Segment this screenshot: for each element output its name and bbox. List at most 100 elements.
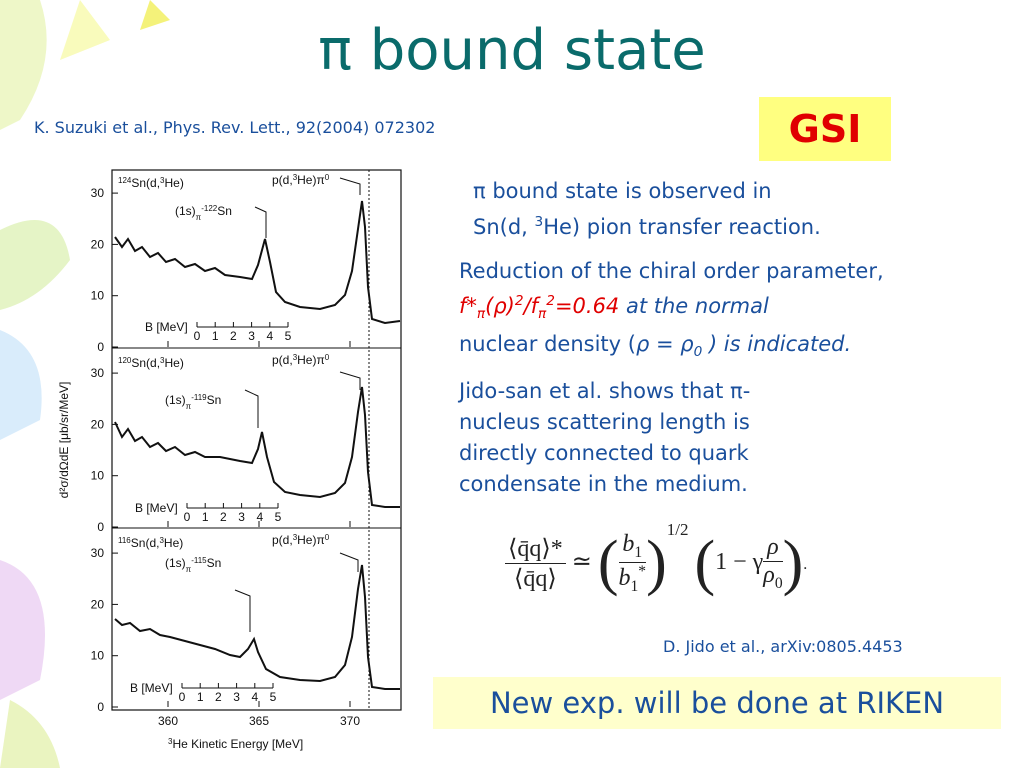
label-part: 0 (325, 173, 330, 182)
text: b (622, 531, 635, 558)
text: /f (523, 294, 539, 318)
b-label: B [MeV] (145, 320, 188, 334)
text: 3 (534, 214, 544, 230)
b-tick-label: 4 (251, 690, 258, 704)
text: Sn(d, (473, 215, 535, 239)
label-part: (1s) (165, 393, 186, 407)
text: ≃ (571, 549, 592, 575)
text: ( (485, 294, 494, 318)
label-part: 3 (293, 173, 298, 182)
text: 1/2 (666, 520, 689, 539)
text: 2 (546, 293, 555, 309)
x-tick-label: 365 (249, 714, 269, 728)
label-part: 3 (293, 353, 298, 362)
text: 1 (630, 577, 639, 595)
text: ⟨q̄q⟩ (514, 565, 557, 592)
text: π (476, 306, 486, 323)
label-part: 3 (293, 533, 298, 542)
formula: ⟨q̄q⟩* ⟨q̄q⟩ ≃ (b1 b1*)1/2 (1 − γ ρ ρ0). (505, 520, 807, 599)
b-tick-label: 0 (194, 329, 201, 343)
y-axis-label: d²σ/dΩdE [μb/sr/MeV] (57, 382, 71, 499)
y-tick-label: 10 (91, 649, 105, 663)
text: π bound state is observed in (473, 179, 772, 203)
b-tick-label: 3 (233, 690, 240, 704)
reference: K. Suzuki et al., Phys. Rev. Lett., 92(2… (34, 118, 436, 137)
paragraph-3: Jido-san et al. shows that π- nucleus sc… (459, 376, 750, 500)
text: Jido-san et al. shows that π- (459, 379, 751, 403)
b-tick-label: 0 (179, 690, 186, 704)
y-tick-label: 20 (91, 237, 105, 251)
text: 1 − γ (715, 549, 764, 575)
footer-note: New exp. will be done at RIKEN (433, 677, 1001, 729)
label-part: He) (165, 176, 184, 190)
b-tick-label: 2 (215, 690, 222, 704)
label-part: Sn (217, 204, 232, 218)
text: 2 (514, 293, 524, 309)
x-tick-label: 360 (158, 714, 178, 728)
y-tick-label: 30 (91, 366, 105, 380)
label-part: He)π (297, 353, 325, 367)
label-part: π (186, 565, 192, 574)
y-tick-label: 10 (91, 289, 105, 303)
label-part: He)π (297, 533, 325, 547)
title: π bound state (318, 18, 706, 83)
text: 0 (774, 574, 783, 592)
text: π (538, 306, 547, 323)
y-tick-label: 10 (91, 469, 105, 483)
label-part: p(d, (272, 533, 293, 547)
label: 116Sn(d,3He) (118, 536, 183, 551)
label: (1s)π-115Sn (165, 556, 221, 574)
y-tick-label: 0 (97, 700, 104, 714)
y-tick-label: 0 (97, 340, 104, 354)
citation: D. Jido et al., arXiv:0805.4453 (663, 637, 903, 656)
y-tick-label: 30 (91, 186, 105, 200)
text: * (638, 562, 647, 580)
label: 3He Kinetic Energy [MeV] (168, 737, 303, 752)
text: 0 (693, 344, 703, 361)
paragraph-1: π bound state is observed in Sn(d, 3He) … (473, 176, 821, 243)
label-part: 0 (325, 353, 330, 362)
text: 1 (634, 543, 643, 561)
label-part: π (186, 402, 192, 411)
label-part: He) (164, 536, 183, 550)
text: ρ = ρ (635, 332, 694, 357)
label: 120Sn(d,3He) (118, 356, 184, 371)
b-tick-label: 1 (212, 329, 219, 343)
b-tick-label: 2 (230, 329, 237, 343)
b-tick-label: 0 (184, 510, 191, 524)
label-part: He) (165, 356, 184, 370)
text: He) pion transfer reaction. (543, 215, 821, 239)
text: ρ (763, 562, 775, 589)
b-tick-label: 4 (266, 329, 273, 343)
x-tick-label: 370 (340, 714, 360, 728)
label-part: Sn(d, (131, 356, 160, 370)
label-part: Sn(d, (131, 536, 160, 550)
label: (1s)π-119Sn (165, 393, 221, 411)
b-tick-label: 1 (197, 690, 204, 704)
label-part: - (191, 393, 194, 402)
label-part: Sn (207, 393, 222, 407)
text: ) is indicated. (702, 332, 852, 357)
label: (1s)π-122Sn (175, 204, 232, 222)
b-label: B [MeV] (130, 681, 173, 695)
label-part: He Kinetic Energy [MeV] (172, 737, 303, 751)
text: Reduction of the chiral order parameter, (459, 259, 884, 283)
label-part: 0 (325, 533, 330, 542)
label-part: 124 (118, 176, 132, 185)
label-part: Sn(d, (131, 176, 160, 190)
gsi-badge: GSI (759, 97, 891, 161)
b-tick-label: 5 (270, 690, 277, 704)
label-part: (1s) (165, 556, 186, 570)
text: nuclear density ( (459, 332, 636, 357)
text: at the normal (619, 294, 769, 318)
text: =0.64 (554, 294, 620, 318)
text: ρ (493, 294, 507, 318)
b-tick-label: 5 (285, 329, 292, 343)
b-tick-label: 3 (238, 510, 245, 524)
label-part: (1s) (175, 204, 196, 218)
label-part: Sn (207, 556, 222, 570)
label-part: - (201, 204, 204, 213)
y-tick-label: 30 (91, 546, 105, 560)
b-tick-label: 1 (202, 510, 209, 524)
